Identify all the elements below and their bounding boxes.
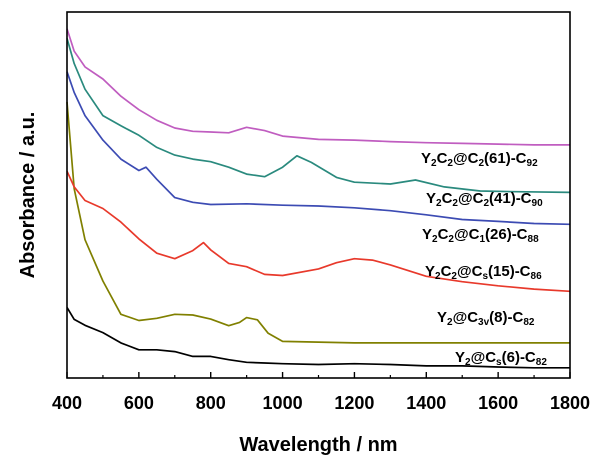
series-label-1: Y2@C3v(8)-C82 [437,309,535,328]
series-line-4 [66,38,571,194]
x-tick-label: 1200 [334,393,374,413]
x-tick-label: 1400 [406,393,446,413]
x-axis-title: Wavelength / nm [239,434,397,456]
series-label-0: Y2@Cs(6)-C82 [455,349,547,368]
y-axis-title: Absorbance / a.u. [17,112,39,279]
series-labels: Y2@Cs(6)-C82 Y2@C3v(8)-C82 Y2C2@Cs(15)-C86… [421,150,547,368]
series-line-2 [66,170,571,293]
x-axis-ticks: 400 600 800 1000 1200 1400 1600 1800 [52,372,590,413]
series-line-5 [66,28,570,146]
series-label-3: Y2C2@C1(26)-C88 [422,226,539,245]
series-label-5: Y2C2@C2(61)-C92 [421,150,538,169]
x-tick-label: 1800 [550,393,590,413]
series-label-4: Y2C2@C2(41)-C90 [426,190,543,209]
x-tick-label: 1000 [263,393,303,413]
x-tick-label: 400 [52,393,82,413]
x-tick-label: 1600 [478,393,518,413]
series-line-3 [66,71,571,226]
series-label-2: Y2C2@Cs(15)-C86 [425,263,542,282]
x-tick-label: 800 [196,393,226,413]
x-tick-label: 600 [124,393,154,413]
series-line-1 [66,101,570,344]
series-line-0 [66,306,570,369]
series-layer [66,28,571,369]
